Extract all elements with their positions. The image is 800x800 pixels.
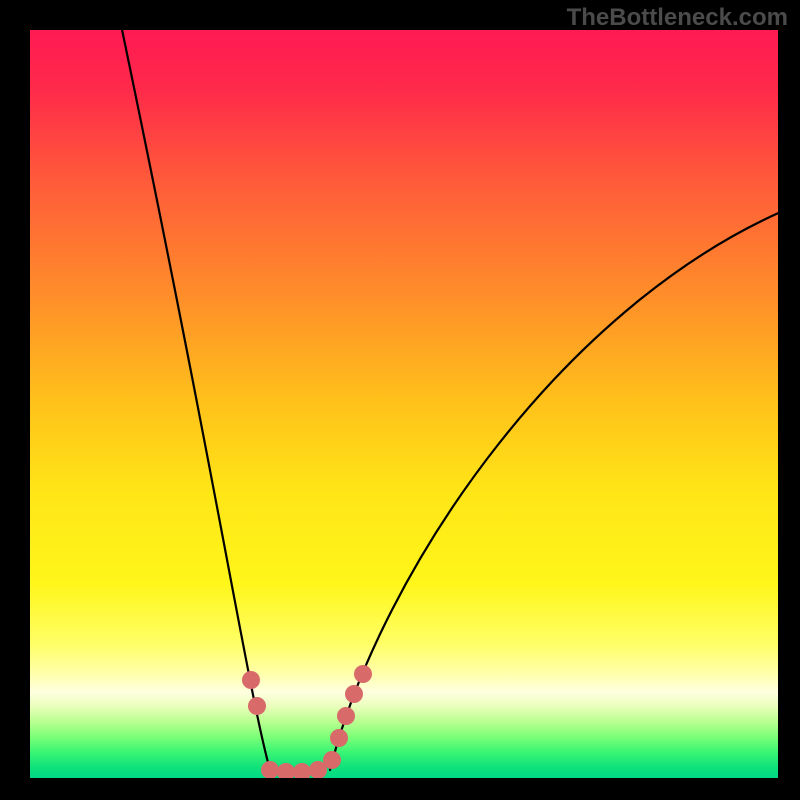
dot-bottom-0 [261, 761, 279, 778]
right-curve [330, 200, 778, 770]
plot-area [30, 30, 778, 778]
dot-bottom-1 [277, 763, 295, 778]
dot-right-3 [345, 685, 363, 703]
dot-left-0 [242, 671, 260, 689]
dot-bottom-2 [293, 763, 311, 778]
marker-group [242, 665, 372, 778]
watermark-text: TheBottleneck.com [567, 4, 788, 32]
dot-left-1 [248, 697, 266, 715]
left-curve [120, 30, 270, 770]
dot-right-2 [337, 707, 355, 725]
dot-right-1 [330, 729, 348, 747]
dot-right-4 [354, 665, 372, 683]
dot-right-0 [323, 751, 341, 769]
curve-layer [30, 30, 778, 778]
chart-container: TheBottleneck.com [0, 0, 800, 800]
